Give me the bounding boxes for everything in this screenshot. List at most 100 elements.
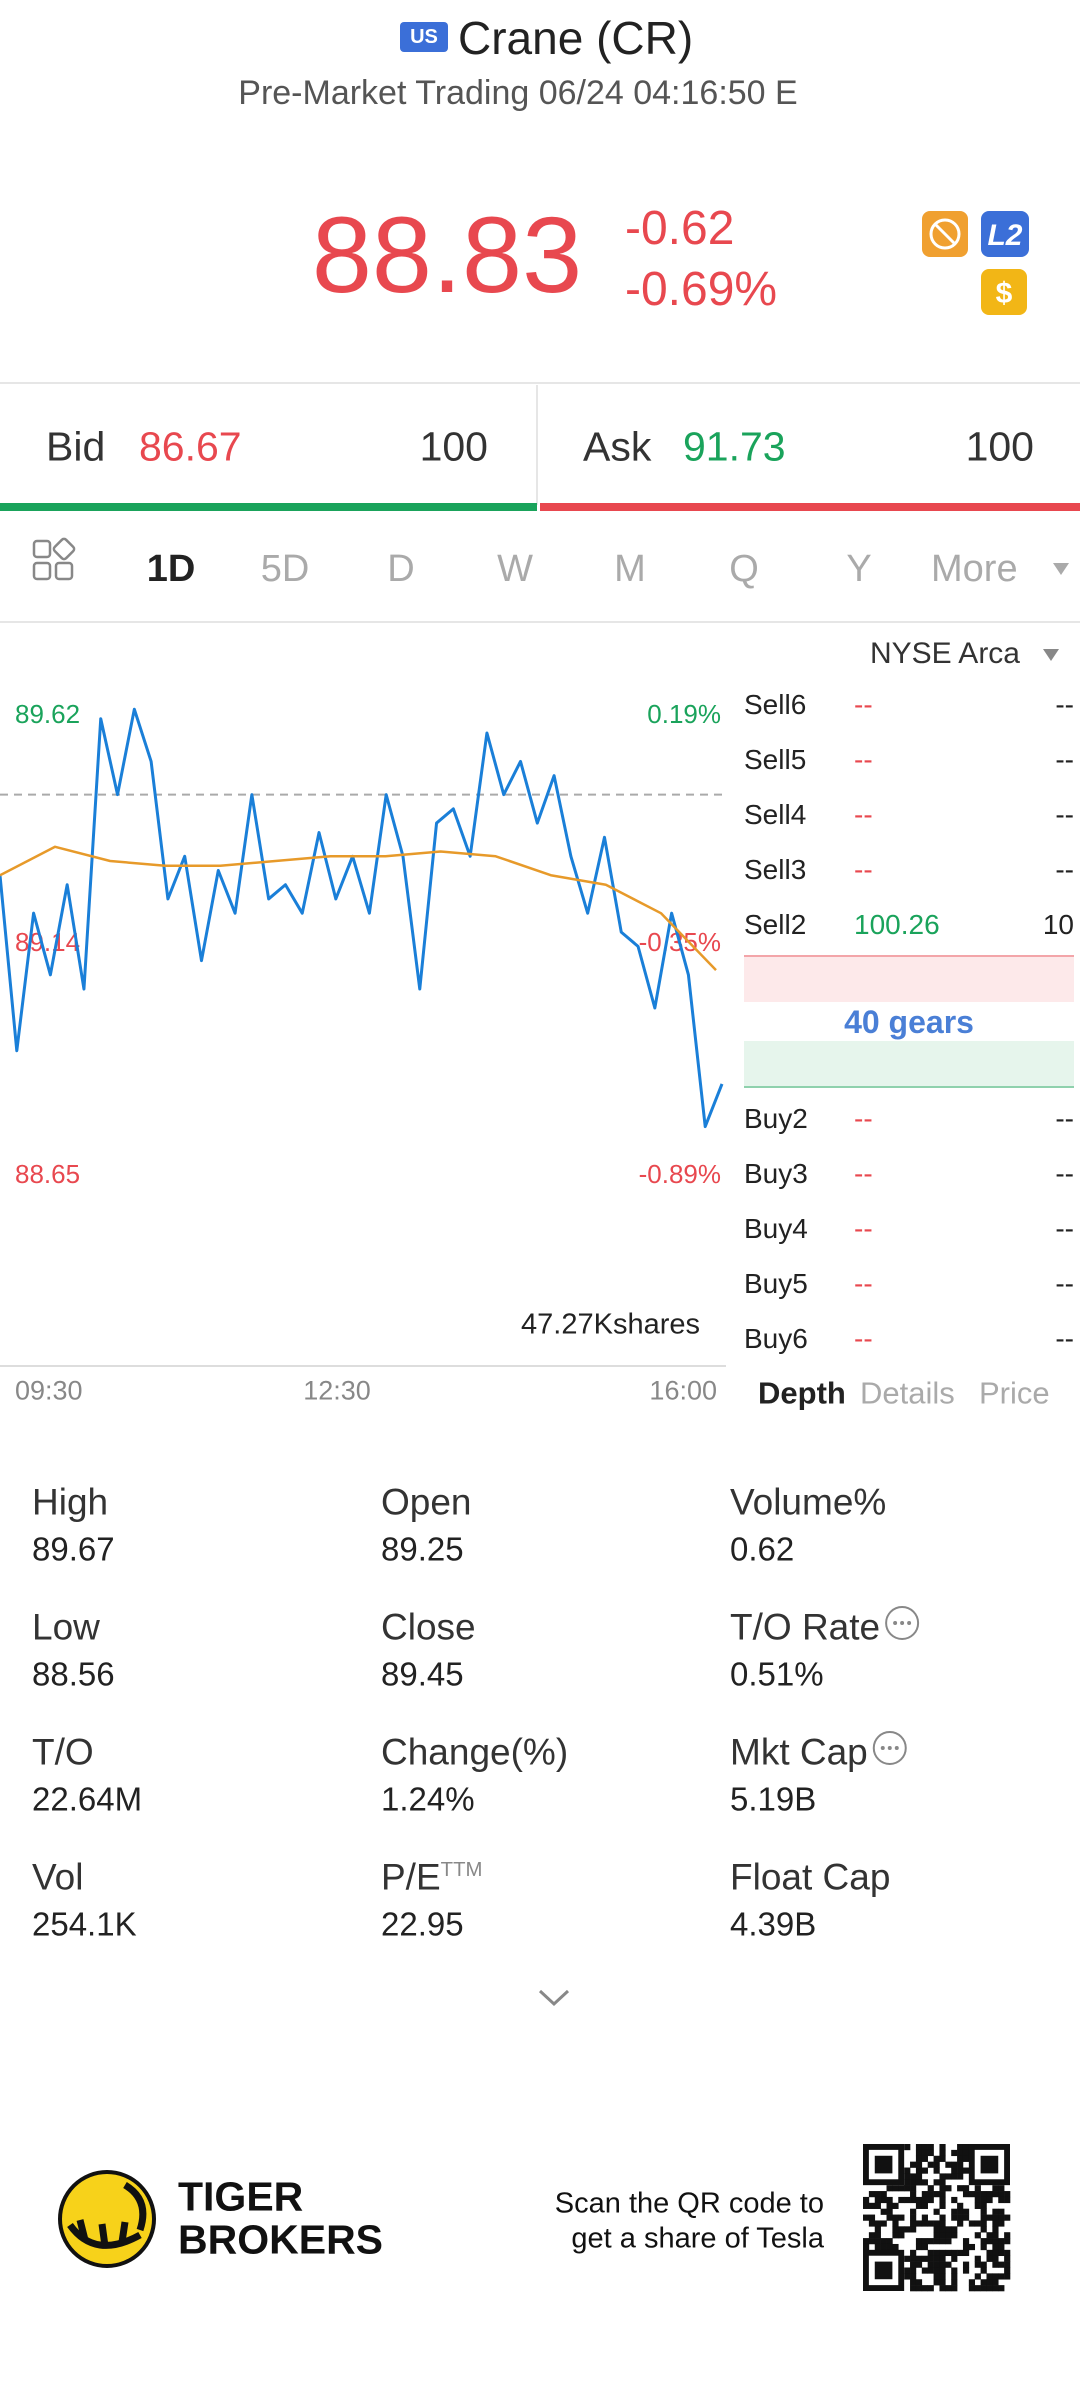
qr-cell: [974, 2273, 981, 2280]
book-price: --: [854, 1213, 873, 1244]
stat-label-sup: TTM: [440, 1859, 483, 1882]
qr-cell: [957, 2144, 964, 2151]
qr-finder: [863, 2249, 905, 2292]
tab[interactable]: More: [931, 548, 1018, 590]
qr-cell: [863, 2202, 870, 2209]
info-icon: [872, 1731, 907, 1765]
tab[interactable]: 1D: [146, 548, 196, 590]
qr-cell: [933, 2273, 940, 2280]
tab[interactable]: Y: [846, 548, 872, 590]
qr-cell: [1004, 2249, 1011, 2257]
qr-cell: [868, 2214, 876, 2221]
qr-cell: [927, 2161, 934, 2168]
qr-cell: [910, 2255, 917, 2262]
exchange[interactable]: NYSE Arca: [869, 637, 1020, 670]
us-badge: [400, 22, 448, 52]
qr-cell: [945, 2232, 952, 2239]
subtitle: Pre-Market Trading 06/24 04:16:50 E: [238, 74, 798, 112]
qr-cell: [921, 2191, 928, 2198]
qr-cell: [1004, 2267, 1011, 2274]
stat-label-text: T/O Rate: [730, 1606, 881, 1648]
book-tab[interactable]: Depth: [758, 1375, 846, 1411]
title: Crane (CR): [458, 12, 694, 64]
qr-cell: [910, 2191, 917, 2198]
qr-cell: [980, 2226, 987, 2233]
qr-cell: [957, 2220, 964, 2227]
qr-cell: [968, 2220, 976, 2227]
qr-cell: [957, 2149, 964, 2157]
qr-cell: [910, 2261, 917, 2268]
book-price: --: [854, 1158, 873, 1189]
grid-icon-cell: [54, 561, 74, 581]
qr-cell: [915, 2255, 923, 2262]
grid-icon-cell: [32, 539, 52, 559]
qr-cell: [868, 2202, 876, 2209]
tab[interactable]: W: [497, 548, 533, 590]
stat-label-text: Change(%): [381, 1731, 569, 1773]
qr-cell: [915, 2243, 923, 2251]
gears: 40 gears: [844, 1004, 974, 1040]
exchange-caret: [1043, 649, 1059, 661]
qr-cell: [939, 2196, 946, 2204]
qr-cell: [951, 2161, 958, 2168]
ask-bar: [540, 503, 1080, 511]
icon-l2-text: L2: [987, 219, 1022, 252]
expand-chevron[interactable]: [538, 1989, 570, 2007]
qr-cell: [886, 2202, 893, 2209]
tab[interactable]: Q: [729, 548, 759, 590]
stat-label: Vol: [32, 1859, 83, 1896]
book-label: Sell2: [744, 909, 807, 940]
qr-cell: [933, 2167, 940, 2174]
qr-cell: [886, 2238, 893, 2245]
tab[interactable]: 5D: [260, 548, 310, 590]
qr-cell: [951, 2285, 958, 2292]
qr-cell: [933, 2232, 940, 2239]
tab[interactable]: M: [614, 548, 646, 590]
stat-label: Mkt Cap: [730, 1734, 868, 1771]
qr-cell: [998, 2273, 1005, 2280]
qr-cell: [927, 2191, 934, 2198]
book-size: --: [1055, 1103, 1074, 1134]
book-label: Buy6: [744, 1323, 808, 1354]
stat-value: 254.1K: [32, 1905, 137, 1943]
qr-cell: [892, 2202, 899, 2209]
book-price: --: [854, 689, 873, 720]
qr-cell: [927, 2185, 934, 2192]
qr-cell: [980, 2208, 987, 2215]
qr-cell: [915, 2202, 923, 2209]
stat-value: 88.56: [32, 1655, 115, 1693]
qr-cell: [921, 2144, 928, 2151]
more-caret: [1053, 563, 1069, 575]
qr-cell: [910, 2196, 917, 2204]
change: -0.62: [625, 202, 735, 255]
qr-cell: [986, 2214, 993, 2221]
book-tab[interactable]: Price: [979, 1375, 1050, 1411]
bid-price: 86.67: [139, 423, 242, 470]
qr-cell: [962, 2144, 970, 2151]
qr-cell: [951, 2214, 958, 2221]
qr-cell: [915, 2220, 923, 2227]
qr-cell: [921, 2167, 928, 2174]
qr-cell: [980, 2279, 987, 2286]
stat-label-text: T/O: [32, 1731, 94, 1773]
qr-cell: [910, 2173, 917, 2180]
ask-price: 91.73: [683, 423, 786, 470]
tab[interactable]: D: [387, 548, 415, 590]
qr-cell: [886, 2196, 893, 2204]
qr-cell: [957, 2208, 964, 2215]
stat-value: 22.64M: [32, 1780, 143, 1818]
book-price: --: [854, 799, 873, 830]
qr-cell: [980, 2267, 987, 2274]
qr-cell: [933, 2220, 940, 2227]
qr-cell: [898, 2196, 905, 2204]
qr-cell: [874, 2191, 881, 2198]
stat-value: 1.24%: [381, 1780, 475, 1818]
qr-cell: [904, 2255, 911, 2262]
book-label: Sell6: [744, 689, 807, 720]
book-label: Sell5: [744, 744, 807, 775]
qr-cell: [974, 2232, 981, 2239]
stat-value: 5.19B: [730, 1780, 817, 1818]
book-tab[interactable]: Details: [860, 1375, 955, 1411]
stat-label: T/O Rate: [730, 1609, 880, 1646]
